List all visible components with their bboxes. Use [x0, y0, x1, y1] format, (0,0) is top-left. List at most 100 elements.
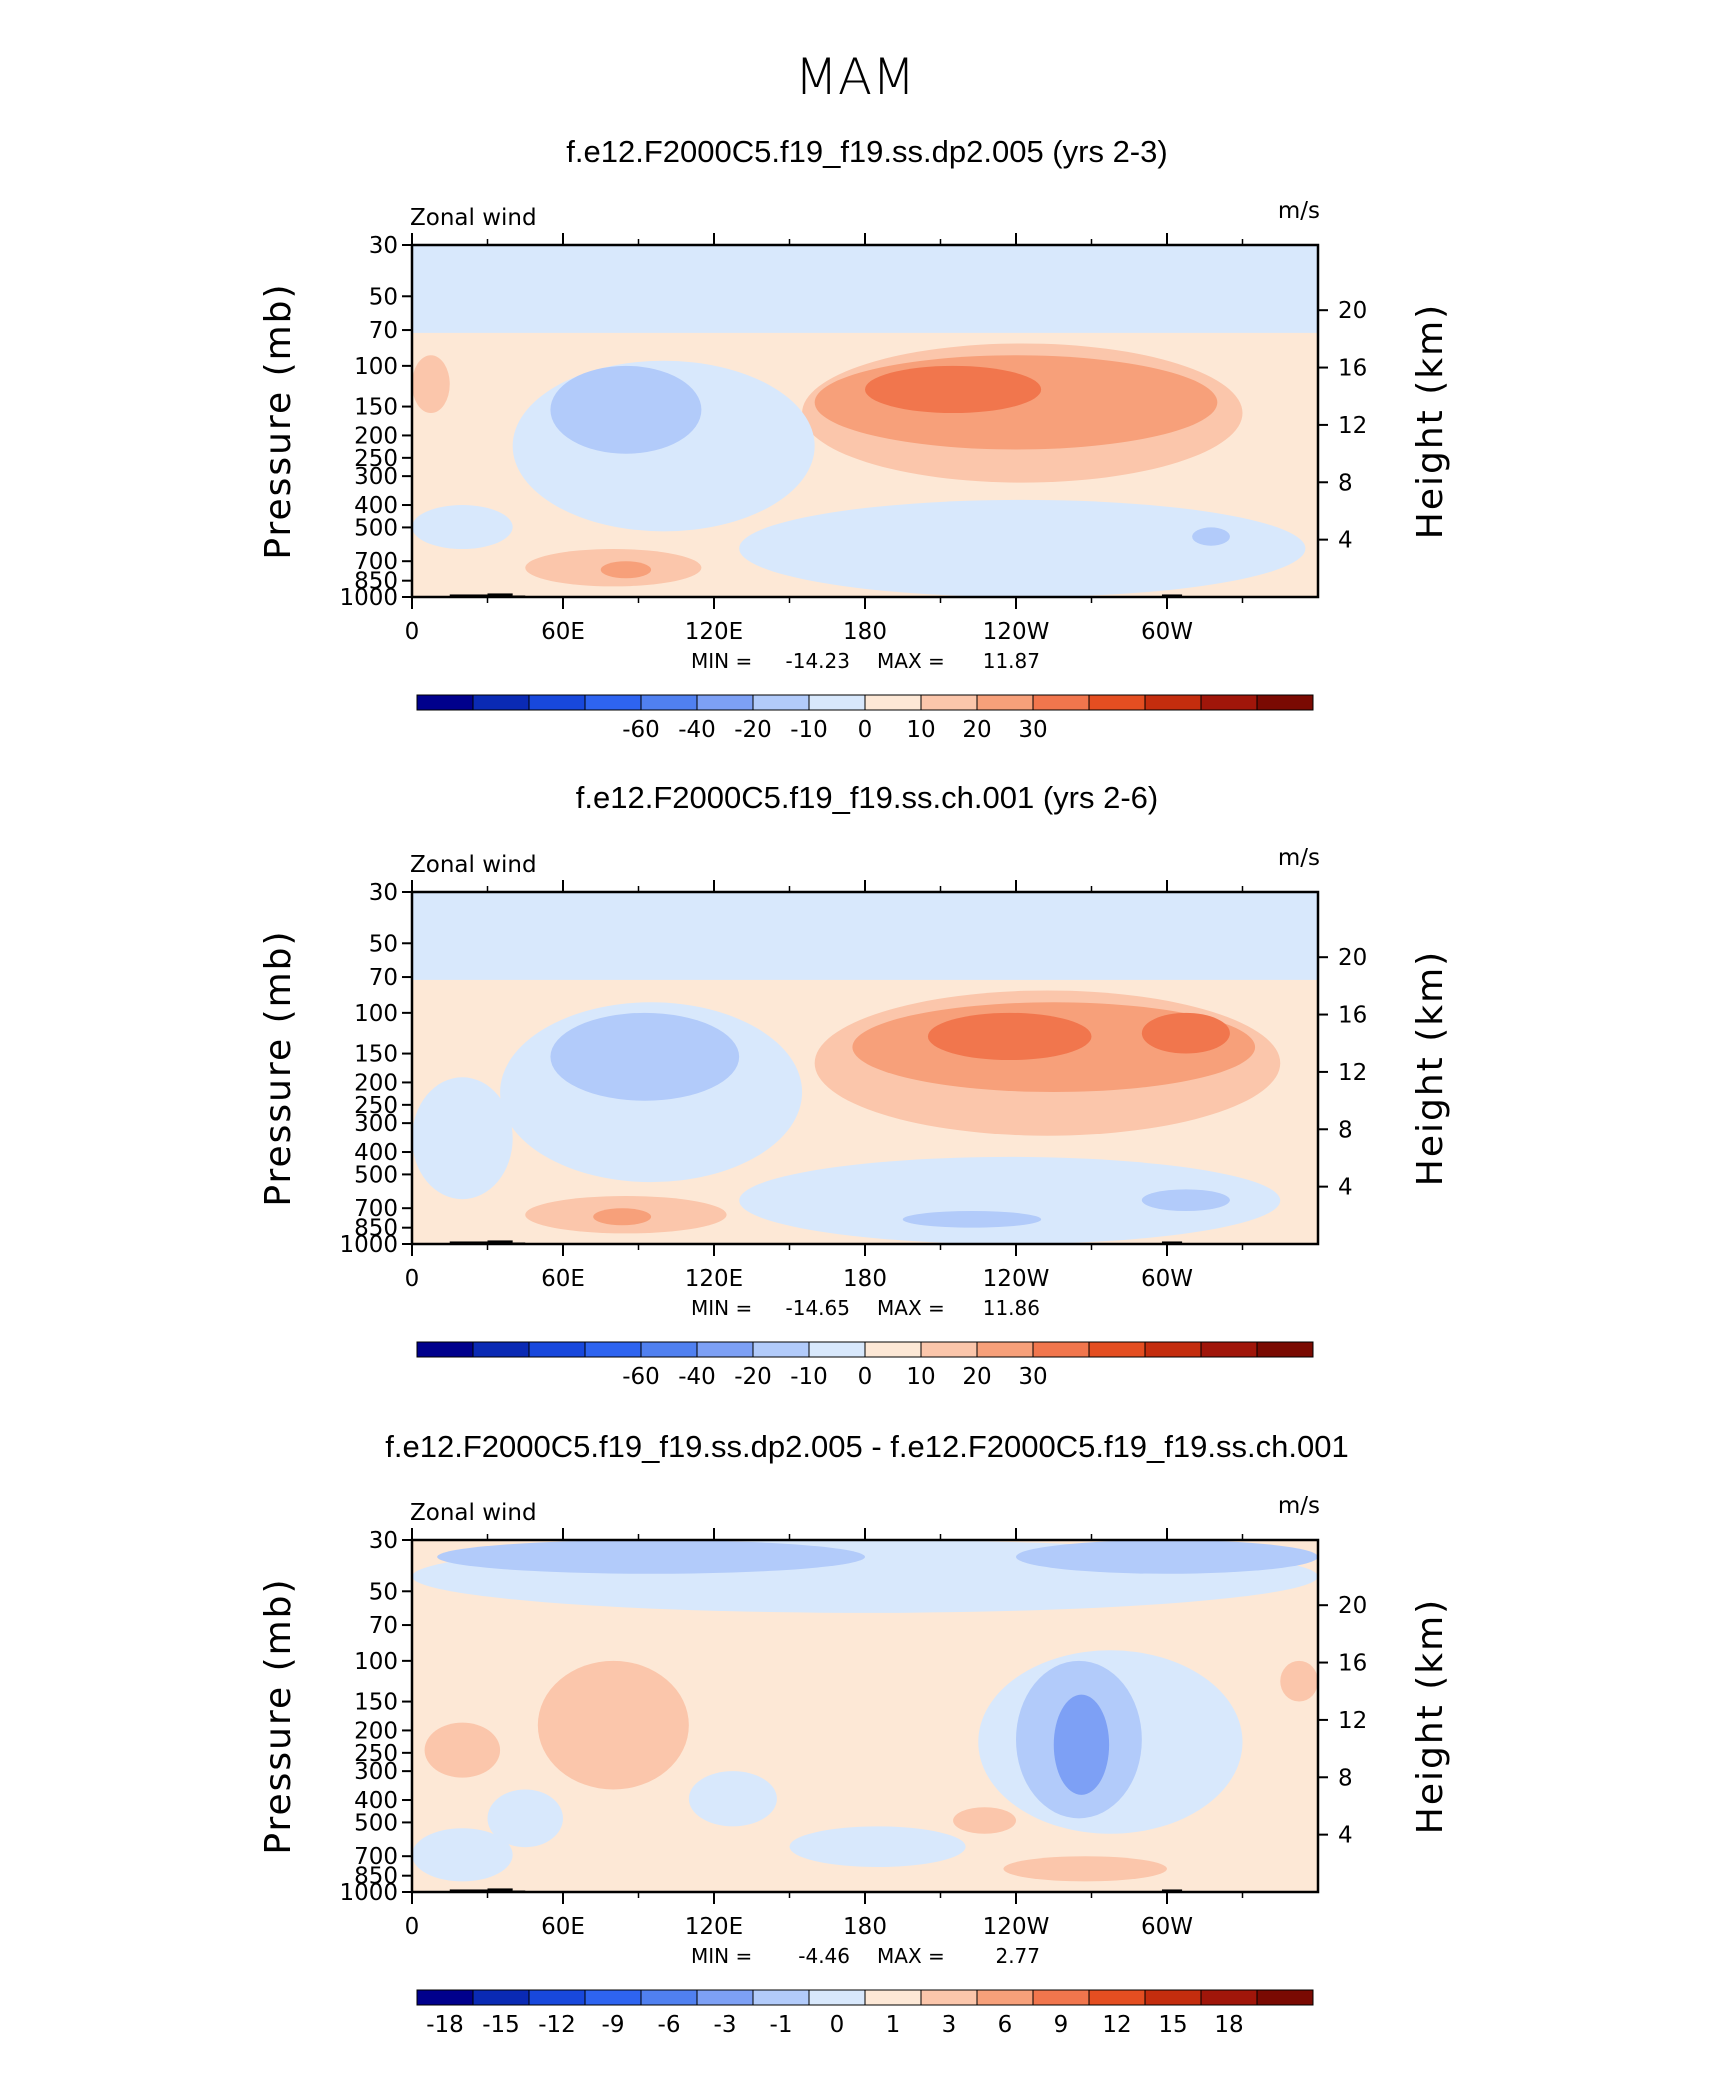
colorbar-swatch — [864, 694, 922, 711]
colorbar-swatch — [976, 1989, 1034, 2006]
contour-region — [1141, 1012, 1230, 1054]
units-label: m/s — [1278, 1493, 1320, 1519]
x-tick-label: 180 — [843, 1266, 887, 1292]
colorbar-swatch — [1200, 1989, 1258, 2006]
panel-2: f.e12.F2000C5.f19_f19.ss.ch.001 (yrs 2-6… — [258, 780, 1451, 1390]
colorbar-swatch — [528, 1341, 586, 1358]
y-tick-label: 70 — [369, 318, 398, 344]
x-tick-label: 120W — [983, 1266, 1050, 1292]
y-tick-label: 700 — [354, 1196, 398, 1222]
height-tick-label: 12 — [1338, 1060, 1367, 1086]
colorbar-label: 30 — [1018, 717, 1047, 743]
height-tick-label: 20 — [1338, 298, 1367, 324]
colorbar-label: -10 — [790, 717, 828, 743]
min-value: -14.23 — [786, 649, 850, 673]
colorbar-label: 0 — [830, 2012, 845, 2038]
contour-region — [412, 505, 513, 550]
stratosphere-band — [412, 245, 1318, 333]
colorbar-label: 20 — [962, 717, 991, 743]
colorbar-swatch — [920, 1989, 978, 2006]
colorbar-swatch — [416, 694, 474, 711]
colorbar-swatch — [640, 1341, 698, 1358]
min-label: MIN = — [691, 1944, 752, 1968]
colorbar-label: 20 — [962, 1364, 991, 1390]
colorbar-swatch — [1144, 1989, 1202, 2006]
panel-1: f.e12.F2000C5.f19_f19.ss.dp2.005 (yrs 2-… — [258, 134, 1451, 743]
max-label: MAX = — [877, 1944, 945, 1968]
colorbar-swatch — [752, 694, 810, 711]
y-axis-title-right: Height (km) — [1410, 950, 1451, 1186]
variable-label: Zonal wind — [410, 1500, 537, 1526]
y-tick-label: 1000 — [339, 585, 398, 611]
colorbar-swatch — [1144, 1341, 1202, 1358]
colorbar-swatch — [584, 1341, 642, 1358]
y-tick-label: 700 — [354, 549, 398, 575]
topography — [449, 1241, 488, 1244]
panel-title: f.e12.F2000C5.f19_f19.ss.ch.001 (yrs 2-6… — [576, 780, 1158, 815]
colorbar-label: 15 — [1158, 2012, 1187, 2038]
colorbar-swatch — [528, 694, 586, 711]
colorbar-swatch — [528, 1989, 586, 2006]
x-tick-label: 120E — [685, 1914, 743, 1940]
y-tick-label: 70 — [369, 1613, 398, 1639]
max-value: 11.86 — [983, 1296, 1040, 1320]
colorbar-swatch — [472, 1989, 530, 2006]
panels: f.e12.F2000C5.f19_f19.ss.dp2.005 (yrs 2-… — [258, 134, 1451, 2038]
y-tick-label: 400 — [354, 493, 398, 519]
x-tick-label: 180 — [843, 1914, 887, 1940]
height-tick-label: 16 — [1338, 1003, 1367, 1029]
units-label: m/s — [1278, 198, 1320, 224]
colorbar-swatch — [1256, 694, 1314, 711]
contour-region — [437, 1540, 865, 1574]
topography — [487, 1240, 513, 1244]
x-tick-label: 120E — [685, 1266, 743, 1292]
colorbar-label: -1 — [770, 2012, 793, 2038]
colorbar-swatch — [640, 694, 698, 711]
colorbar-label: -9 — [602, 2012, 625, 2038]
topography — [487, 1888, 513, 1892]
colorbar-swatch — [696, 1341, 754, 1358]
min-label: MIN = — [691, 649, 752, 673]
topography — [487, 593, 513, 597]
colorbar-swatch — [752, 1989, 810, 2006]
contour-region — [1016, 1540, 1318, 1574]
colorbar-label: -20 — [734, 1364, 772, 1390]
panel-3: f.e12.F2000C5.f19_f19.ss.dp2.005 - f.e12… — [258, 1429, 1451, 2038]
x-tick-label: 0 — [405, 1914, 420, 1940]
variable-label: Zonal wind — [410, 852, 537, 878]
x-tick-label: 0 — [405, 619, 420, 645]
topography — [449, 1889, 488, 1892]
height-tick-label: 12 — [1338, 413, 1367, 439]
y-tick-label: 400 — [354, 1140, 398, 1166]
colorbar-swatch — [976, 694, 1034, 711]
contour-region — [600, 561, 652, 579]
contour-region — [953, 1807, 1017, 1834]
colorbar-swatch — [808, 1989, 866, 2006]
colorbar-label: 9 — [1054, 2012, 1069, 2038]
y-tick-label: 30 — [369, 233, 398, 259]
contour-region — [1192, 527, 1230, 546]
y-tick-label: 500 — [354, 1162, 398, 1188]
colorbar-swatch — [1032, 1341, 1090, 1358]
colorbar-label: 0 — [858, 1364, 873, 1390]
contour-region — [412, 1077, 513, 1200]
x-tick-label: 120W — [983, 619, 1050, 645]
colorbar-swatch — [1088, 1989, 1146, 2006]
colorbar-swatch — [1144, 694, 1202, 711]
height-tick-label: 12 — [1338, 1708, 1367, 1734]
colorbar-swatch — [416, 1989, 474, 2006]
colorbar-swatch — [1256, 1341, 1314, 1358]
y-tick-label: 30 — [369, 1528, 398, 1554]
y-tick-label: 300 — [354, 1759, 398, 1785]
x-tick-label: 60E — [541, 1914, 585, 1940]
y-tick-label: 200 — [354, 423, 398, 449]
colorbar-swatch — [1088, 1341, 1146, 1358]
colorbar-label: 6 — [998, 2012, 1013, 2038]
y-tick-label: 70 — [369, 965, 398, 991]
contour-region — [789, 1826, 966, 1868]
colorbar-swatch — [1032, 694, 1090, 711]
contour-region — [593, 1208, 652, 1226]
colorbar-swatch — [416, 1341, 474, 1358]
topography — [1161, 1889, 1183, 1892]
contour-region — [537, 1660, 689, 1790]
